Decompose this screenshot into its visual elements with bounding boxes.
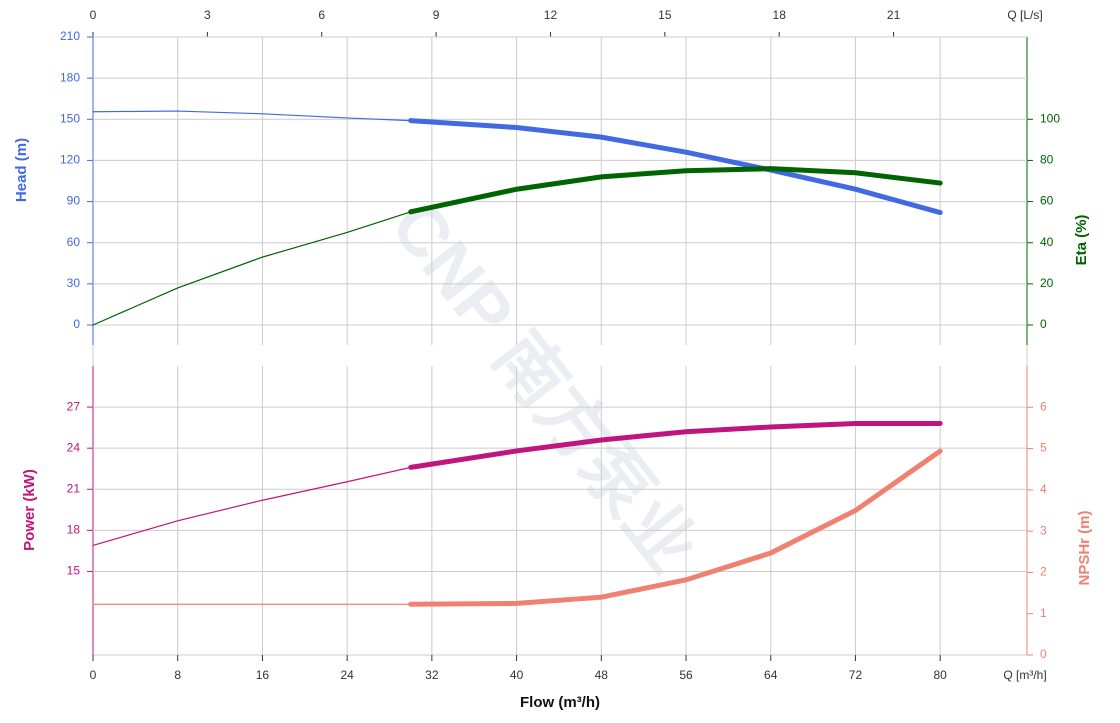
y2-tick-label: 3 [1040,523,1047,537]
y-axis-title: Power (kW) [21,469,38,551]
y2-tick-label: 5 [1040,441,1047,455]
y2-tick-label: 40 [1040,235,1054,249]
x2-tick-label: 9 [433,8,440,22]
y-tick-label: 15 [67,564,81,578]
y-tick-label: 18 [67,523,81,537]
x-tick-label: 56 [679,668,693,682]
plot-area [92,36,1028,656]
x-tick-label: 32 [425,668,439,682]
x2-tick-label: 0 [90,8,97,22]
y2-tick-label: 20 [1040,276,1054,290]
x2-tick-label: 6 [318,8,325,22]
y2-tick-label: 0 [1040,647,1047,661]
curve-thin [92,466,412,547]
x2-tick-label: 21 [887,8,901,22]
y-tick-label: 60 [67,235,81,249]
x-tick-label: 64 [764,668,778,682]
x-tick-label: 80 [933,668,947,682]
x2-tick-label: 15 [658,8,672,22]
y2-tick-label: 100 [1040,111,1060,125]
x2-tick-label: 18 [773,8,787,22]
x-tick-label: 48 [595,668,609,682]
y2-tick-label: 2 [1040,565,1047,579]
curve-thick [408,118,943,216]
y-tick-label: 21 [67,481,81,495]
x-tick-label: 24 [340,668,354,682]
x2-unit-label: Q [L/s] [1007,8,1042,22]
y2-tick-label: 4 [1040,482,1047,496]
y-tick-label: 210 [60,29,80,43]
y-tick-label: 150 [60,111,80,125]
curve-thick [408,448,943,607]
curve-thin [92,110,412,122]
curve-thick [408,166,943,215]
x-unit-label: Q [m³/h] [1003,668,1046,682]
x-tick-label: 72 [849,668,863,682]
x2-tick-label: 3 [204,8,211,22]
x2-tick-label: 12 [544,8,558,22]
y2-tick-label: 6 [1040,399,1047,413]
y-tick-label: 30 [67,276,81,290]
y-tick-label: 90 [67,194,81,208]
x-axis-title: Flow (m³/h) [520,694,600,711]
curve-thin [92,211,412,326]
y2-tick-label: 1 [1040,606,1047,620]
x-tick-label: 16 [256,668,270,682]
y2-axis-title: Eta (%) [1073,215,1090,266]
x-tick-label: 8 [174,668,181,682]
y-tick-label: 120 [60,153,80,167]
y2-tick-label: 0 [1040,317,1047,331]
y2-tick-label: 60 [1040,194,1054,208]
y2-tick-label: 80 [1040,153,1054,167]
x-tick-label: 0 [90,668,97,682]
y-axis-title: Head (m) [13,138,30,202]
y2-axis-title: NPSHr (m) [1076,510,1093,585]
y-tick-label: 180 [60,70,80,84]
y-tick-label: 0 [73,317,80,331]
curve-thick [408,421,943,470]
x-tick-label: 40 [510,668,524,682]
y-tick-label: 27 [67,399,81,413]
y-tick-label: 24 [67,440,81,454]
